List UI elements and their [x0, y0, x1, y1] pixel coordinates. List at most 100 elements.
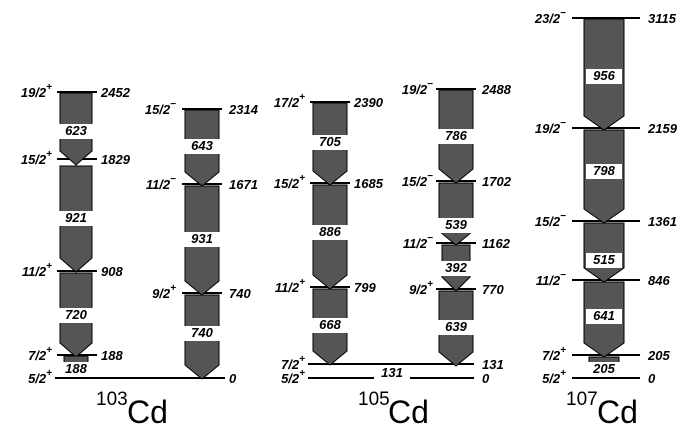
cd105-gamma-539 — [438, 182, 474, 246]
cd103-label-921: 921 — [65, 210, 87, 225]
cd105-left-spin-3-spin: 7/2 — [281, 357, 300, 372]
cd103-right-spin-1-spin: 11/2 — [146, 177, 171, 192]
nucleus-symbol-0: Cd — [127, 394, 168, 430]
cd107-spin-2: 15/2− — [535, 211, 566, 229]
cd105-right-spin-0: 19/2− — [402, 79, 433, 97]
cd107-energy-5: 0 — [648, 371, 656, 386]
cd107-label-798: 798 — [593, 163, 615, 178]
cd107-label-641: 641 — [593, 308, 615, 323]
cd103-right-spin-0-parity: − — [170, 99, 176, 110]
cd105-right-spin-2: 11/2− — [403, 233, 433, 251]
cd103-right-spin-0-spin: 15/2 — [145, 102, 171, 117]
cd103-label-643-bg — [184, 139, 220, 154]
cd105-left-spin-0-spin: 17/2 — [274, 95, 300, 110]
cd103-right-spin-2-parity: + — [170, 283, 176, 294]
cd107-spin-5-spin: 5/2 — [542, 371, 561, 386]
cd103-right-energy-2: 740 — [229, 286, 251, 301]
cd105-right-spin-3-parity: + — [427, 279, 433, 290]
cd103-right-spin-2: 9/2+ — [152, 283, 176, 301]
cd105-right-spin-1-spin: 15/2 — [402, 174, 428, 189]
cd103-label-623: 623 — [65, 123, 87, 138]
cd103-left-spin-1: 15/2+ — [21, 149, 52, 167]
cd105-left-spin-2-parity: + — [299, 277, 305, 288]
cd105-left-spin-1-parity: + — [299, 173, 305, 184]
cd105-right-spin-1: 15/2− — [402, 171, 433, 189]
cd103-left-spin-4: 5/2+ — [28, 368, 52, 386]
cd105-label-786-bg — [438, 129, 474, 144]
nucleus-mass-1: 105 — [358, 389, 390, 410]
cd103-left-spin-1-parity: + — [46, 149, 52, 160]
cd103-label-188-bg — [58, 362, 94, 377]
cd103-label-643: 643 — [191, 138, 213, 153]
cd103-left-energy-3: 188 — [101, 348, 123, 363]
cd103-left-spin-3: 7/2+ — [28, 345, 52, 363]
cd103-left-spin-2-spin: 11/2 — [22, 264, 47, 279]
cd105-right-spin-2-spin: 11/2 — [403, 236, 428, 251]
cd105-label-639-bg — [438, 320, 474, 335]
cd103-left-spin-1-spin: 15/2 — [21, 152, 47, 167]
cd105-left-spin-4: 5/2+ — [281, 368, 305, 386]
cd107-spin-2-spin: 15/2 — [535, 214, 561, 229]
cd105-right-spin-0-spin: 19/2 — [402, 82, 428, 97]
cd103-left-spin-0-spin: 19/2 — [21, 85, 47, 100]
cd105-right-energy-4: 131 — [482, 357, 504, 372]
cd105-right-spin-0-parity: − — [427, 79, 433, 90]
cd105-label-668-bg — [312, 318, 348, 333]
cd103-right-spin-1-parity: − — [170, 174, 176, 185]
cd103-left-energy-0: 2452 — [100, 85, 131, 100]
cd105-right-spin-3-spin: 9/2 — [409, 282, 428, 297]
cd107-energy-1: 2159 — [647, 121, 678, 136]
cd107-energy-0: 3115 — [648, 11, 677, 26]
cd107-label-956: 956 — [593, 68, 615, 83]
cd105-label-392-bg — [438, 261, 474, 276]
cd107-spin-1-spin: 19/2 — [535, 121, 561, 136]
cd107-energy-3: 846 — [648, 273, 670, 288]
cd105-label-786: 786 — [445, 128, 467, 143]
cd105-label-639: 639 — [445, 319, 467, 334]
cd105-left-spin-3-parity: + — [299, 354, 305, 365]
cd107-spin-1-parity: − — [560, 118, 566, 129]
cd103-left-spin-2-parity: + — [46, 261, 52, 272]
cd105-left-energy-1: 1685 — [354, 176, 384, 191]
cd105-right-spin-1-parity: − — [427, 171, 433, 182]
cd107-label-205-bg — [586, 362, 622, 377]
cd107-spin-2-parity: − — [560, 211, 566, 222]
cd107-spin-3-parity: − — [560, 270, 566, 281]
cd107-label-515-bg — [586, 253, 622, 268]
cd107-label-956-bg — [586, 69, 622, 84]
cd103-left-spin-3-parity: + — [46, 345, 52, 356]
cd105-right-energy-5: 0 — [482, 371, 490, 386]
cd107-spin-5-parity: + — [560, 368, 566, 379]
cd107-spin-0: 23/2− — [534, 8, 566, 26]
cd103-left-spin-4-spin: 5/2 — [28, 371, 47, 386]
cd103-right-energy-0: 2314 — [228, 102, 259, 117]
cd103-left-spin-2: 11/2+ — [22, 261, 52, 279]
nucleus-symbol-2: Cd — [597, 394, 638, 430]
cd105-label-886-bg — [312, 225, 348, 240]
cd105-left-spin-0-parity: + — [299, 92, 305, 103]
cd107-label-205: 205 — [592, 361, 615, 376]
cd105-label-886: 886 — [319, 224, 341, 239]
cd105-left-spin-1-spin: 15/2 — [274, 176, 300, 191]
cd107-spin-0-spin: 23/2 — [534, 11, 561, 26]
cd105-left-spin-2-spin: 11/2 — [275, 280, 300, 295]
cd103-right-spin-0: 15/2− — [145, 99, 176, 117]
cd107-spin-5: 5/2+ — [542, 368, 566, 386]
cd107-spin-4: 7/2+ — [542, 345, 566, 363]
cd105-left-spin-0: 17/2+ — [274, 92, 305, 110]
cd105-label-705-bg — [312, 135, 348, 150]
cd103-left-energy-1: 1829 — [101, 152, 131, 167]
nucleus-mass-0: 103 — [96, 389, 128, 410]
cd105-right-spin-2-parity: − — [427, 233, 433, 244]
cd107-label-515: 515 — [593, 252, 615, 267]
nucleus-mass-2: 107 — [566, 389, 598, 410]
cd105-right-energy-1: 1702 — [482, 174, 512, 189]
cd105-label-539-bg — [438, 218, 474, 233]
cd105-left-energy-0: 2390 — [353, 95, 384, 110]
cd107-energy-4: 205 — [647, 348, 670, 363]
cd105-label-668: 668 — [319, 317, 341, 332]
cd105-right-energy-0: 2488 — [481, 82, 512, 97]
cd105-label-131-bg — [374, 366, 410, 381]
